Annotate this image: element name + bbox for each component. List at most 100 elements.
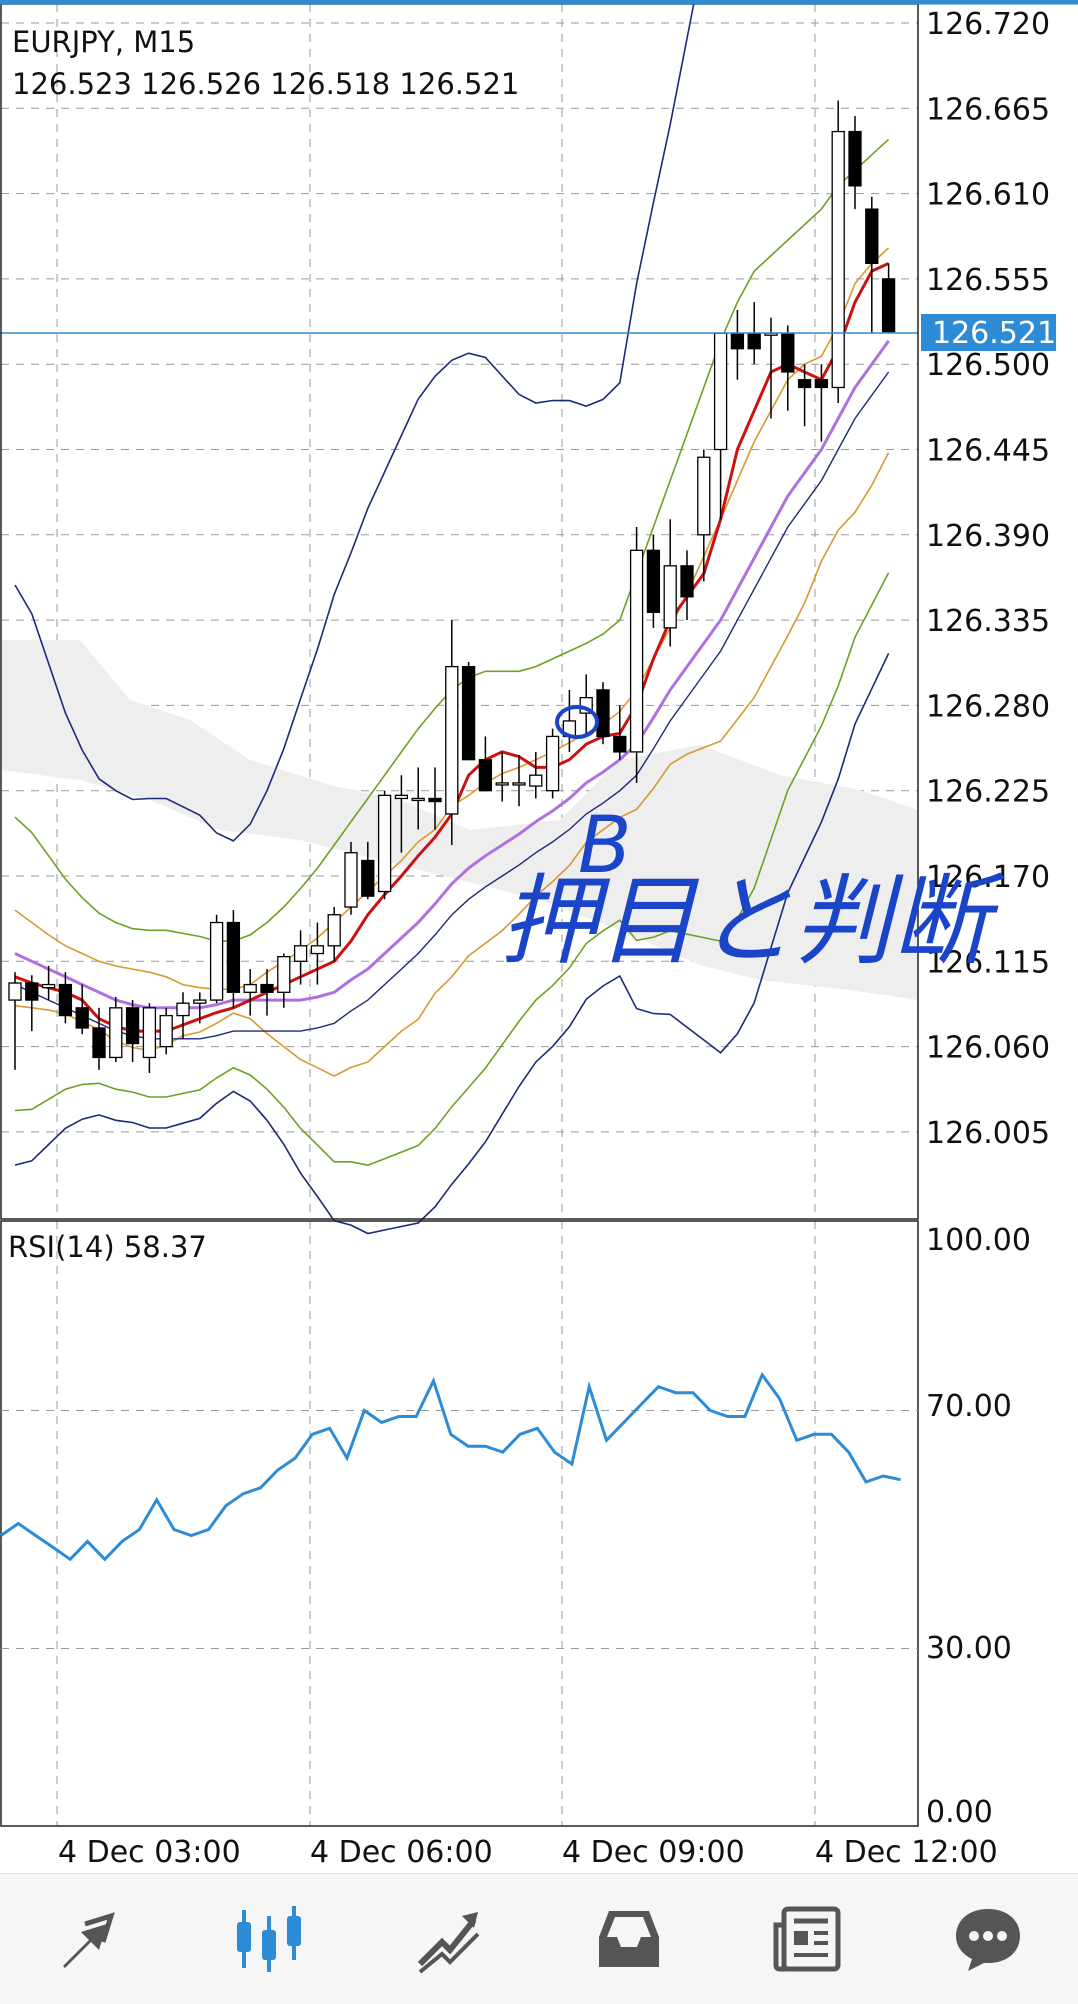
- rsi-label-0: 0.00: [926, 1795, 993, 1830]
- price-label: 126.720: [926, 7, 1050, 42]
- candle: [613, 735, 627, 753]
- candle: [781, 332, 795, 373]
- candle: [445, 665, 459, 815]
- candle: [881, 278, 896, 333]
- time-label-0600: 4 Dec 06:00: [310, 1835, 493, 1870]
- rsi-axis: 100.00 70.00 30.00 0.00: [926, 1223, 1031, 1830]
- candle: [159, 1014, 173, 1048]
- price-label: 126.225: [926, 775, 1050, 810]
- news-icon: [773, 1906, 841, 1972]
- nav-chat[interactable]: [933, 1884, 1043, 1994]
- nav-news[interactable]: [753, 1884, 863, 1994]
- candle: [92, 1027, 106, 1059]
- ma-mid-line: [14, 340, 890, 1010]
- candle: [209, 921, 224, 1001]
- price-label: 126.335: [926, 604, 1050, 639]
- candle: [361, 859, 375, 897]
- price-label: 126.005: [926, 1116, 1050, 1151]
- candle: [243, 983, 257, 993]
- candle: [344, 852, 358, 908]
- candle: [461, 665, 476, 761]
- rsi-label-70: 70.00: [926, 1389, 1012, 1424]
- symbol-title: EURJPY, M15: [12, 25, 195, 59]
- candle: [176, 1002, 190, 1017]
- nav-trade[interactable]: [394, 1884, 504, 1994]
- candle: [512, 782, 526, 786]
- annotation-b: B: [578, 801, 632, 891]
- price-label: 126.170: [926, 860, 1050, 895]
- candle: [848, 130, 862, 187]
- candle: [277, 955, 291, 993]
- ohlc-readout: 126.523 126.526 126.518 126.521: [12, 67, 519, 101]
- rsi-title: RSI(14) 58.37: [8, 1230, 207, 1264]
- candle: [293, 945, 308, 962]
- candle: [8, 982, 22, 1001]
- candle: [663, 565, 677, 629]
- candle: [75, 1007, 89, 1029]
- price-label: 126.280: [926, 689, 1050, 724]
- price-label: 126.665: [926, 92, 1050, 127]
- price-label: 126.555: [926, 263, 1050, 298]
- bb-outer-lower: [14, 653, 890, 1235]
- candle: [797, 379, 812, 389]
- rsi-line: [0, 1371, 901, 1562]
- nav-quotes[interactable]: [35, 1884, 145, 1994]
- history-icon: [598, 1911, 659, 1967]
- chat-icon: [956, 1909, 1021, 1971]
- trading-chart[interactable]: 126.720 126.665 126.610 126.555 126.500 126.4…: [0, 0, 1078, 1873]
- candle: [495, 782, 509, 786]
- time-label-0900: 4 Dec 09:00: [562, 1835, 745, 1870]
- candle: [327, 914, 341, 947]
- candle: [411, 797, 425, 802]
- candle: [865, 208, 879, 265]
- handwritten-annotation: B 押目と判断: [500, 705, 1006, 979]
- rsi-panel: [0, 1371, 918, 1649]
- bb-outer-upper: [14, 0, 696, 842]
- candle: [260, 983, 274, 993]
- chart-icon: [237, 1906, 302, 1972]
- candle: [747, 332, 761, 350]
- candle: [428, 797, 442, 803]
- time-axis: 4 Dec 03:00 4 Dec 06:00 4 Dec 09:00 4 De…: [58, 1835, 998, 1870]
- candle: [814, 379, 829, 389]
- candle: [226, 921, 241, 993]
- current-price-tag: 126.521: [921, 314, 1056, 351]
- annotation-text: 押目と判断: [500, 865, 1006, 979]
- candle: [646, 549, 661, 613]
- rsi-panel-frame: [0, 1220, 919, 1827]
- candle: [25, 982, 39, 1001]
- candle: [394, 794, 409, 800]
- candle: [125, 1007, 140, 1045]
- price-label: 126.390: [926, 519, 1050, 554]
- current-price-label: 126.521: [932, 316, 1056, 351]
- price-label: 126.500: [926, 348, 1050, 383]
- time-label-1200: 4 Dec 12:00: [815, 1835, 998, 1870]
- candle: [109, 1007, 123, 1059]
- candle: [193, 999, 207, 1004]
- candle: [529, 774, 543, 787]
- bottom-navigation: [0, 1873, 1078, 2004]
- candle: [58, 983, 73, 1017]
- candle: [831, 130, 845, 389]
- price-label: 126.115: [926, 945, 1050, 980]
- nav-chart[interactable]: [214, 1884, 324, 1994]
- ichimoku-cloud: [1, 640, 918, 1000]
- price-axis: 126.720 126.665 126.610 126.555 126.500 126.4…: [926, 7, 1050, 1151]
- nav-history[interactable]: [574, 1884, 684, 1994]
- candle: [142, 1007, 157, 1059]
- candle: [680, 565, 694, 598]
- candle: [478, 759, 493, 792]
- time-label-0300: 4 Dec 03:00: [58, 1835, 241, 1870]
- candle: [629, 549, 644, 753]
- candle: [41, 983, 56, 989]
- candle: [730, 332, 745, 350]
- candle: [697, 456, 711, 536]
- candle: [545, 735, 560, 792]
- rsi-label-30: 30.00: [926, 1631, 1012, 1666]
- price-label: 126.445: [926, 434, 1050, 469]
- cloud-area: [1, 640, 918, 1000]
- bb-middle-lower: [14, 572, 890, 1167]
- annotation-circle: [555, 705, 599, 739]
- candles: [8, 100, 896, 1073]
- candle: [310, 945, 325, 955]
